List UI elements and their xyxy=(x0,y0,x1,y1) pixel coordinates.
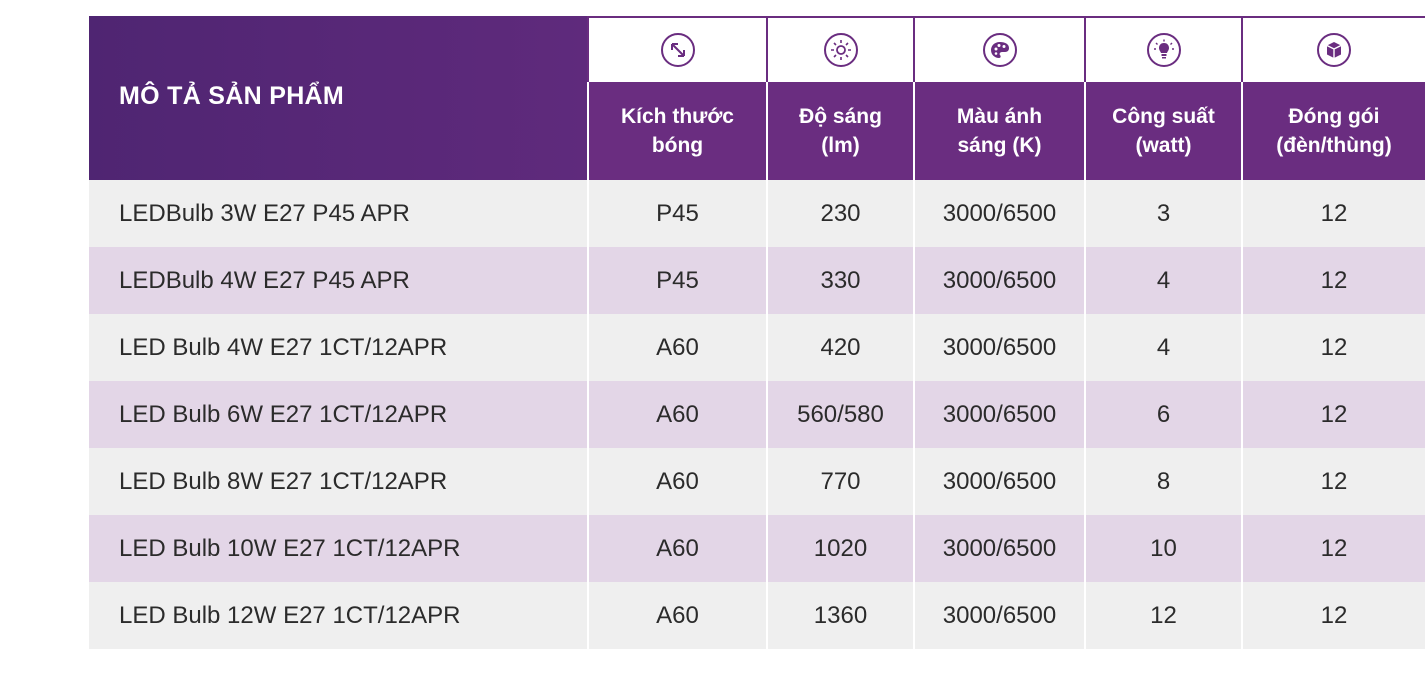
column-divider xyxy=(766,82,768,649)
color-temperature: 3000/6500 xyxy=(942,199,1057,227)
power-watt: 3 xyxy=(1156,199,1171,227)
brightness-value: 1360 xyxy=(813,601,868,629)
table-row: LED Bulb 12W E27 1CT/12APR A60 1360 3000… xyxy=(89,582,1425,649)
packaging-count: 12 xyxy=(1320,199,1348,227)
power-watt: 8 xyxy=(1156,467,1171,495)
product-description: LEDBulb 4W E27 P45 APR xyxy=(119,266,410,294)
packaging-count: 12 xyxy=(1320,266,1348,294)
brightness-value: 560/580 xyxy=(797,400,884,428)
power-watt: 4 xyxy=(1156,266,1171,294)
column-divider xyxy=(913,82,915,649)
product-description: LED Bulb 12W E27 1CT/12APR xyxy=(119,601,461,629)
bulb-size: A60 xyxy=(656,400,699,428)
table-row: LED Bulb 10W E27 1CT/12APR A60 1020 3000… xyxy=(89,515,1425,582)
color-temperature: 3000/6500 xyxy=(942,467,1057,495)
table-row: LED Bulb 8W E27 1CT/12APR A60 770 3000/6… xyxy=(89,448,1425,515)
header-divider xyxy=(1084,16,1086,82)
bulb-size: A60 xyxy=(656,467,699,495)
header-divider xyxy=(1241,16,1243,82)
column-header-brightness: Độ sáng (lm) xyxy=(768,16,913,180)
bulb-size: A60 xyxy=(656,534,699,562)
column-label-size: Kích thước bóng xyxy=(589,82,766,180)
bulb-size: A60 xyxy=(656,333,699,361)
table-row: LED Bulb 4W E27 1CT/12APR A60 420 3000/6… xyxy=(89,314,1425,381)
column-label-power: Công suất (watt) xyxy=(1086,82,1241,180)
header-divider xyxy=(913,16,915,82)
column-divider xyxy=(587,180,589,649)
product-spec-table: MÔ TẢ SẢN PHẨM Kích thước bóng Độ sáng (… xyxy=(89,16,1425,649)
packaging-count: 12 xyxy=(1320,400,1348,428)
product-description: LEDBulb 3W E27 P45 APR xyxy=(119,199,410,227)
header-divider xyxy=(766,16,768,82)
sun-brightness-icon xyxy=(823,33,858,67)
color-temperature: 3000/6500 xyxy=(942,601,1057,629)
column-label-brightness: Độ sáng (lm) xyxy=(768,82,913,180)
product-description: LED Bulb 8W E27 1CT/12APR xyxy=(119,467,448,495)
package-box-icon xyxy=(1317,33,1351,67)
color-temperature: 3000/6500 xyxy=(942,333,1057,361)
column-header-packaging: Đóng gói (đèn/thùng) xyxy=(1243,16,1425,180)
column-label-packaging: Đóng gói (đèn/thùng) xyxy=(1243,82,1425,180)
column-header-size: Kích thước bóng xyxy=(589,16,766,180)
brightness-value: 230 xyxy=(820,199,861,227)
description-header-label: MÔ TẢ SẢN PHẨM xyxy=(119,82,345,110)
resize-arrow-icon xyxy=(660,33,695,67)
column-divider xyxy=(1084,82,1086,649)
product-description: LED Bulb 4W E27 1CT/12APR xyxy=(119,333,448,361)
bulb-size: P45 xyxy=(656,199,699,227)
table-row: LEDBulb 3W E27 P45 APR P45 230 3000/6500… xyxy=(89,180,1425,247)
packaging-count: 12 xyxy=(1320,467,1348,495)
color-temperature: 3000/6500 xyxy=(942,400,1057,428)
color-temperature: 3000/6500 xyxy=(942,266,1057,294)
packaging-count: 12 xyxy=(1320,534,1348,562)
column-label-color: Màu ánh sáng (K) xyxy=(915,82,1084,180)
table-row: LEDBulb 4W E27 P45 APR P45 330 3000/6500… xyxy=(89,247,1425,314)
product-description: LED Bulb 10W E27 1CT/12APR xyxy=(119,534,461,562)
brightness-value: 770 xyxy=(820,467,861,495)
header-divider xyxy=(587,16,589,82)
power-watt: 12 xyxy=(1150,601,1177,629)
bulb-size: P45 xyxy=(656,266,699,294)
column-header-color: Màu ánh sáng (K) xyxy=(915,16,1084,180)
power-watt: 10 xyxy=(1150,534,1177,562)
brightness-value: 330 xyxy=(820,266,861,294)
color-palette-icon xyxy=(982,33,1017,67)
table-row: LED Bulb 6W E27 1CT/12APR A60 560/580 30… xyxy=(89,381,1425,448)
power-watt: 6 xyxy=(1156,400,1171,428)
table-body: LEDBulb 3W E27 P45 APR P45 230 3000/6500… xyxy=(89,180,1425,649)
color-temperature: 3000/6500 xyxy=(942,534,1057,562)
packaging-count: 12 xyxy=(1320,601,1348,629)
product-description: LED Bulb 6W E27 1CT/12APR xyxy=(119,400,448,428)
brightness-value: 420 xyxy=(820,333,861,361)
power-watt: 4 xyxy=(1156,333,1171,361)
packaging-count: 12 xyxy=(1320,333,1348,361)
column-divider xyxy=(1241,82,1243,649)
lightbulb-icon xyxy=(1146,33,1181,67)
column-header-power: Công suất (watt) xyxy=(1086,16,1241,180)
bulb-size: A60 xyxy=(656,601,699,629)
description-header: MÔ TẢ SẢN PHẨM xyxy=(89,16,587,180)
brightness-value: 1020 xyxy=(813,534,868,562)
